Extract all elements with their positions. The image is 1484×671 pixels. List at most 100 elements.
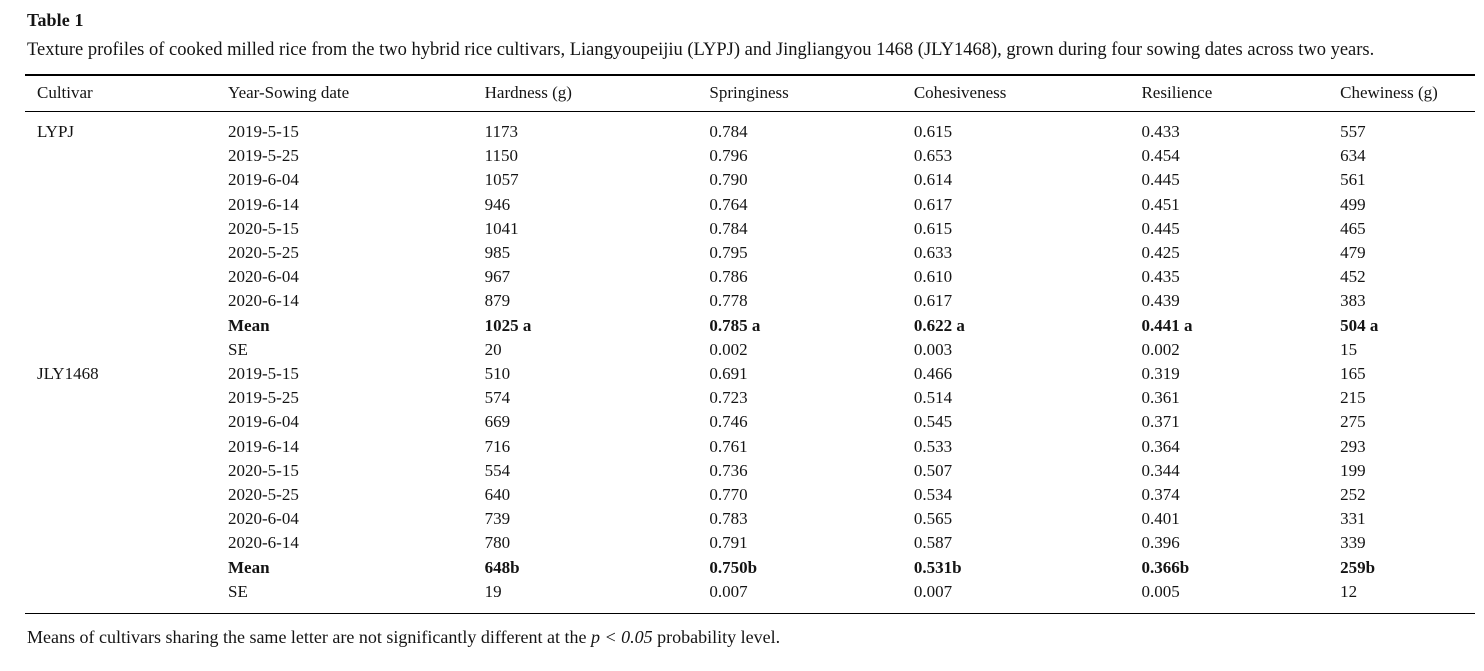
table-cell (25, 241, 228, 265)
table-cell: 648b (484, 557, 520, 577)
table-cell: 780 (484, 533, 511, 553)
table-cell: 2019-6-04 (228, 170, 299, 190)
table-cell: 499 (1340, 194, 1366, 214)
table-cell: 339 (1340, 533, 1366, 553)
table-row: 2020-6-04 739 0.783 0.565 0.401 331 (25, 507, 1475, 531)
table-cell (25, 168, 228, 192)
column-header-cultivar: Cultivar (25, 75, 228, 112)
table-row: 2019-6-04 1057 0.790 0.614 0.445 561 (25, 168, 1475, 192)
table-cell: 0.396 (1141, 533, 1180, 553)
table-cell: 215 (1340, 388, 1366, 408)
table-cell: 1057 (484, 170, 519, 190)
table-cell: 2020-6-04 (228, 267, 299, 287)
table-cell: 199 (1340, 460, 1366, 480)
table-cell (25, 507, 228, 531)
table-cell: 0.633 (913, 243, 953, 263)
table-cell: 0.433 (1141, 122, 1180, 141)
texture-profiles-table: Cultivar Year-Sowing date Hardness (g) Spri… (25, 74, 1475, 615)
table-row: 2020-5-15 1041 0.784 0.615 0.445 465 (25, 217, 1475, 241)
table-cell: 1150 (484, 146, 519, 166)
table-row: 2020-6-14 879 0.778 0.617 0.439 383 (25, 289, 1475, 313)
table-cell: 2019-5-15 (228, 122, 299, 141)
table-cell: 0.761 (709, 436, 748, 456)
table-cell: 0.723 (709, 388, 748, 408)
table-cell: LYPJ (37, 122, 75, 141)
table-cell: 293 (1340, 436, 1366, 456)
table-row: SE 19 0.007 0.007 0.005 12 (25, 580, 1475, 614)
table-header-row: Cultivar Year-Sowing date Hardness (g) Spri… (25, 75, 1475, 112)
table-cell: 739 (484, 509, 511, 529)
table-cell: 0.005 (1141, 581, 1180, 601)
table-cell: 0.344 (1141, 460, 1180, 480)
table-cell: 275 (1340, 412, 1366, 432)
table-cell: 0.533 (913, 436, 953, 456)
table-cell: 0.445 (1141, 218, 1180, 238)
table-cell: 331 (1340, 509, 1366, 529)
column-header-hardness-g: Hardness (g) (484, 75, 710, 112)
table-cell: 0.770 (709, 485, 748, 505)
table-cell: 259b (1340, 557, 1376, 577)
table-row: 2020-5-25 640 0.770 0.534 0.374 252 (25, 483, 1475, 507)
table-cell: 19 (484, 581, 502, 601)
table-cell: 2019-5-25 (228, 388, 299, 408)
table-cell: SE (228, 581, 248, 601)
table-cell: 0.617 (913, 291, 953, 311)
table-cell (25, 531, 228, 555)
table-cell: 0.319 (1141, 364, 1180, 384)
table-cell: 0.003 (913, 339, 953, 359)
table-cell: 967 (484, 267, 511, 287)
table-cell (25, 217, 228, 241)
table-row: LYPJ 2019-5-15 1173 0.784 0.615 0.433 557 (25, 112, 1475, 145)
table-cell: 0.587 (913, 533, 953, 553)
table-cell: 2020-6-14 (228, 533, 299, 553)
table-cell: 0.002 (1141, 339, 1180, 359)
table-row: 2020-6-14 780 0.791 0.587 0.396 339 (25, 531, 1475, 555)
table-cell (25, 289, 228, 313)
table-cell: 557 (1340, 122, 1366, 141)
table-cell: 0.784 (709, 122, 748, 141)
table-cell: 0.531b (913, 557, 962, 577)
table-footnote: Means of cultivars sharing the same lett… (27, 624, 1474, 650)
table-body: LYPJ 2019-5-15 1173 0.784 0.615 0.433 557 2019-… (25, 112, 1475, 614)
table-cell: 479 (1340, 243, 1366, 263)
table-cell: 0.764 (709, 194, 748, 214)
table-cell: 0.534 (913, 485, 953, 505)
table-cell: 165 (1340, 364, 1366, 384)
table-cell: 0.783 (709, 509, 748, 529)
table-cell (25, 386, 228, 410)
table-cell: 1025 a (484, 315, 532, 335)
table-row: SE 20 0.002 0.003 0.002 15 (25, 338, 1475, 362)
table-cell: 0.466 (913, 364, 953, 384)
table-cell: 0.507 (913, 460, 953, 480)
table-cell: 634 (1340, 146, 1366, 166)
table-cell: 510 (484, 364, 511, 384)
table-cell: 0.746 (709, 412, 748, 432)
table-cell: 0.439 (1141, 291, 1180, 311)
table-cell: 15 (1340, 339, 1358, 359)
table-cell: 2019-6-14 (228, 194, 299, 214)
table-cell: 669 (484, 412, 511, 432)
table-cell: 2019-5-15 (228, 364, 299, 384)
table-cell: 0.615 (913, 122, 953, 141)
table-cell: 0.617 (913, 194, 953, 214)
table-cell: 2020-5-25 (228, 243, 299, 263)
table-cell: 879 (484, 291, 511, 311)
table-cell: 0.736 (709, 460, 748, 480)
table-cell: 2020-6-04 (228, 509, 299, 529)
table-row: Mean 1025 a 0.785 a 0.622 a 0.441 a 504 a (25, 314, 1475, 338)
table-cell: 0.007 (913, 581, 953, 601)
table-cell: 0.435 (1141, 267, 1180, 287)
table-header: Cultivar Year-Sowing date Hardness (g) Spri… (25, 75, 1475, 112)
footnote-p-value: p < 0.05 (590, 627, 653, 648)
footnote-text-start: Means of cultivars sharing the same lett… (27, 627, 591, 648)
table-cell (25, 410, 228, 434)
table-cell: 0.565 (913, 509, 953, 529)
table-cell: 0.401 (1141, 509, 1180, 529)
table-cell: Mean (228, 557, 270, 577)
table-cell: 946 (484, 194, 511, 214)
table-cell: JLY1468 (37, 364, 99, 384)
table-cell: 2019-5-25 (228, 146, 299, 166)
column-header-springiness: Springiness (709, 75, 914, 112)
table-cell: 640 (484, 485, 511, 505)
